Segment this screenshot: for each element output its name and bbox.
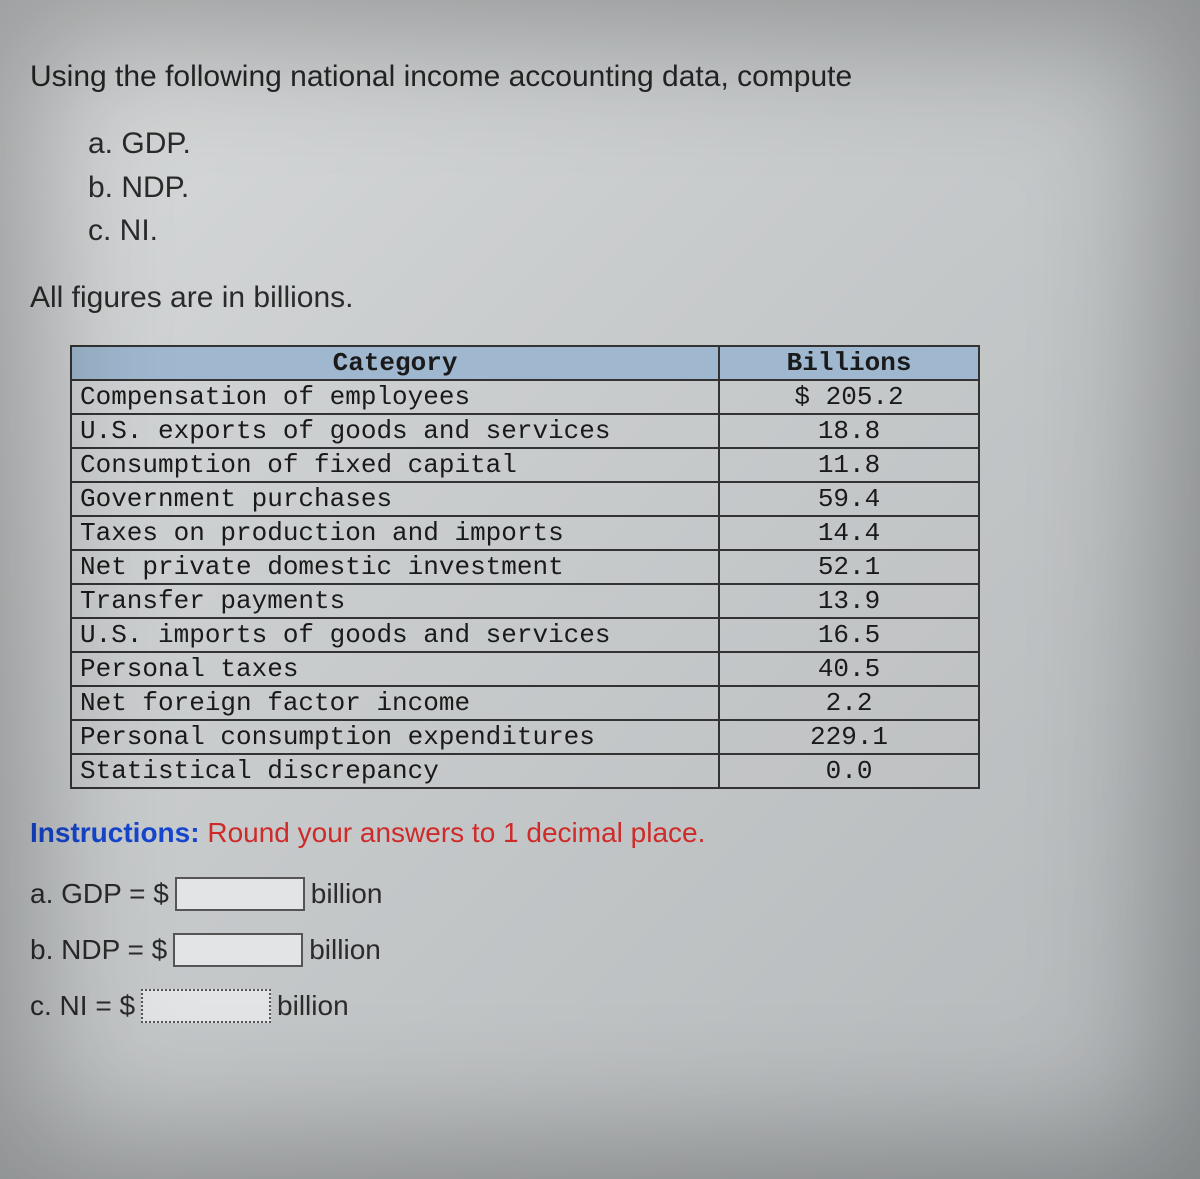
question-parts-list: a. GDP. b. NDP. c. NI. — [88, 122, 1170, 253]
answer-b-unit: billion — [309, 934, 381, 966]
part-c-label: c. NI. — [88, 209, 1170, 253]
instructions-text: Round your answers to 1 decimal place. — [200, 817, 706, 848]
cell-value: $ 205.2 — [719, 380, 979, 414]
answer-row-gdp: a. GDP = $ billion — [30, 877, 1170, 911]
answer-a-unit: billion — [311, 878, 383, 910]
instructions-line: Instructions: Round your answers to 1 de… — [30, 817, 1170, 849]
answer-b-label: b. NDP = $ — [30, 934, 167, 966]
gdp-input[interactable] — [175, 877, 305, 911]
cell-category: Compensation of employees — [71, 380, 719, 414]
cell-value: 2.2 — [719, 686, 979, 720]
ndp-input[interactable] — [173, 933, 303, 967]
table-row: Net private domestic investment52.1 — [71, 550, 979, 584]
answer-c-label: c. NI = $ — [30, 990, 135, 1022]
cell-value: 14.4 — [719, 516, 979, 550]
cell-category: Statistical discrepancy — [71, 754, 719, 788]
cell-category: U.S. imports of goods and services — [71, 618, 719, 652]
cell-value: 0.0 — [719, 754, 979, 788]
table-row: Government purchases59.4 — [71, 482, 979, 516]
cell-category: Net private domestic investment — [71, 550, 719, 584]
table-header-row: Category Billions — [71, 346, 979, 380]
cell-value: 40.5 — [719, 652, 979, 686]
table-row: Consumption of fixed capital11.8 — [71, 448, 979, 482]
part-b-label: b. NDP. — [88, 166, 1170, 210]
header-category: Category — [71, 346, 719, 380]
ni-input[interactable] — [141, 989, 271, 1023]
header-billions: Billions — [719, 346, 979, 380]
table-row: Transfer payments13.9 — [71, 584, 979, 618]
cell-value: 18.8 — [719, 414, 979, 448]
cell-value: 52.1 — [719, 550, 979, 584]
cell-category: Government purchases — [71, 482, 719, 516]
table-row: U.S. exports of goods and services18.8 — [71, 414, 979, 448]
answer-row-ni: c. NI = $ billion — [30, 989, 1170, 1023]
table-row: Taxes on production and imports14.4 — [71, 516, 979, 550]
data-table: Category Billions Compensation of employ… — [70, 345, 980, 789]
question-prompt: Using the following national income acco… — [30, 60, 1170, 94]
table-row: Statistical discrepancy0.0 — [71, 754, 979, 788]
cell-value: 13.9 — [719, 584, 979, 618]
cell-category: Taxes on production and imports — [71, 516, 719, 550]
part-a-label: a. GDP. — [88, 122, 1170, 166]
cell-category: Personal taxes — [71, 652, 719, 686]
answer-a-label: a. GDP = $ — [30, 878, 169, 910]
cell-category: Net foreign factor income — [71, 686, 719, 720]
table-row: Compensation of employees$ 205.2 — [71, 380, 979, 414]
instructions-label: Instructions: — [30, 817, 200, 848]
question-page: Using the following national income acco… — [0, 0, 1200, 1075]
cell-value: 11.8 — [719, 448, 979, 482]
cell-category: U.S. exports of goods and services — [71, 414, 719, 448]
table-row: Net foreign factor income2.2 — [71, 686, 979, 720]
table-row: Personal taxes40.5 — [71, 652, 979, 686]
figures-note: All figures are in billions. — [30, 281, 1170, 315]
answer-c-unit: billion — [277, 990, 349, 1022]
cell-value: 59.4 — [719, 482, 979, 516]
cell-value: 16.5 — [719, 618, 979, 652]
cell-value: 229.1 — [719, 720, 979, 754]
cell-category: Consumption of fixed capital — [71, 448, 719, 482]
cell-category: Transfer payments — [71, 584, 719, 618]
cell-category: Personal consumption expenditures — [71, 720, 719, 754]
answer-row-ndp: b. NDP = $ billion — [30, 933, 1170, 967]
table-row: Personal consumption expenditures229.1 — [71, 720, 979, 754]
table-row: U.S. imports of goods and services16.5 — [71, 618, 979, 652]
